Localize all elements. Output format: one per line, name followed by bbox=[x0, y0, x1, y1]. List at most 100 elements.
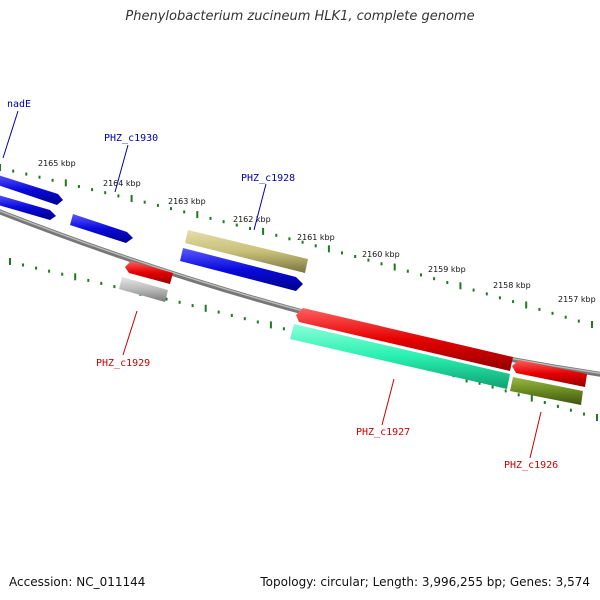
gene-PHZ_c1926-olive[interactable] bbox=[510, 377, 583, 405]
label-PHZ_c1926[interactable]: PHZ_c1926 bbox=[504, 460, 558, 471]
inner-tick-20 bbox=[269, 321, 272, 329]
gene-labels: nadE PHZ_c1930 PHZ_c1928 PHZ_c1929 PHZ_c… bbox=[7, 99, 558, 471]
tick-label-2159: 2159 kbp bbox=[428, 265, 466, 274]
outer-tick-32 bbox=[420, 273, 422, 277]
inner-tick-42 bbox=[556, 404, 559, 408]
inner-tick-36 bbox=[478, 381, 481, 385]
outer-tick-39 bbox=[512, 300, 515, 304]
inner-tick-3 bbox=[48, 269, 51, 273]
outer-tick-5 bbox=[64, 179, 67, 187]
map-title: Phenylobacterium zucineum HLK1, complete… bbox=[125, 9, 475, 24]
inner-tick-38 bbox=[504, 389, 507, 393]
inner-tick-1 bbox=[22, 263, 24, 267]
leader-PHZ_c1927 bbox=[381, 378, 395, 426]
gene-PHZ_c1927-mint[interactable] bbox=[290, 324, 510, 389]
inner-tick-4 bbox=[61, 272, 64, 276]
gene-PHZ_c1926[interactable] bbox=[512, 360, 587, 387]
outer-tick-43 bbox=[564, 315, 567, 319]
inner-tick-45 bbox=[596, 414, 598, 421]
tick-label-2161: 2161 kbp bbox=[297, 233, 335, 242]
outer-tick-37 bbox=[485, 292, 488, 296]
outer-tick-36 bbox=[472, 288, 475, 292]
outer-tick-26 bbox=[341, 251, 343, 255]
label-nadE[interactable]: nadE bbox=[7, 99, 31, 110]
tick-label-2157: 2157 kbp bbox=[558, 295, 596, 304]
outer-tick-18 bbox=[235, 223, 238, 227]
inner-tick-15 bbox=[204, 304, 207, 312]
outer-tick-38 bbox=[498, 296, 501, 300]
outer-tick-33 bbox=[433, 277, 436, 281]
tick-label-2164: 2164 kbp bbox=[103, 179, 141, 188]
leader-PHZ_c1928 bbox=[253, 183, 267, 231]
leader-PHZ_c1926 bbox=[529, 411, 542, 459]
inner-tick-21 bbox=[282, 327, 285, 331]
leader-PHZ_c1930 bbox=[114, 144, 129, 193]
label-leaders bbox=[2, 110, 542, 459]
outer-tick-30 bbox=[393, 263, 396, 271]
outer-tick-22 bbox=[288, 237, 291, 241]
reverse-genes bbox=[119, 261, 587, 405]
outer-tick-29 bbox=[380, 262, 383, 266]
gene-PHZ_c1928[interactable] bbox=[185, 230, 308, 273]
outer-tick-35 bbox=[459, 282, 462, 290]
outer-tick-21 bbox=[275, 233, 278, 237]
label-PHZ_c1929[interactable]: PHZ_c1929 bbox=[96, 358, 150, 369]
inner-tick-6 bbox=[87, 278, 90, 282]
leader-nadE bbox=[2, 110, 19, 159]
outer-tick-track bbox=[0, 164, 593, 328]
outer-tick-44 bbox=[577, 319, 580, 323]
tick-label-2162: 2162 kbp bbox=[233, 215, 271, 224]
inner-tick-44 bbox=[583, 412, 585, 416]
outer-tick-3 bbox=[38, 175, 41, 179]
outer-tick-19 bbox=[249, 227, 251, 230]
inner-tick-8 bbox=[113, 285, 116, 289]
tick-label-2158: 2158 kbp bbox=[493, 281, 531, 290]
inner-tick-0 bbox=[9, 258, 11, 265]
gene-PHZ_c1929[interactable] bbox=[125, 261, 173, 284]
outer-tick-4 bbox=[51, 178, 54, 182]
outer-tick-0 bbox=[0, 164, 1, 171]
inner-tick-7 bbox=[100, 281, 103, 285]
accession-text: Accession: NC_011144 bbox=[9, 575, 146, 589]
outer-tick-11 bbox=[143, 200, 146, 204]
outer-tick-27 bbox=[354, 255, 357, 258]
inner-tick-2 bbox=[35, 266, 38, 270]
leader-PHZ_c1929 bbox=[122, 310, 138, 356]
outer-tick-31 bbox=[406, 269, 409, 273]
outer-tick-16 bbox=[209, 216, 212, 220]
genome-backbone-highlight bbox=[0, 210, 600, 374]
label-PHZ_c1928[interactable]: PHZ_c1928 bbox=[241, 173, 295, 184]
outer-tick-10 bbox=[130, 195, 133, 202]
label-PHZ_c1927[interactable]: PHZ_c1927 bbox=[356, 427, 410, 438]
gene-nadE[interactable] bbox=[0, 174, 63, 205]
tick-labels: 2165 kbp 2164 kbp 2163 kbp 2162 kbp 2161… bbox=[38, 159, 596, 304]
gene-nadE-lower[interactable] bbox=[0, 194, 56, 220]
outer-tick-24 bbox=[314, 244, 317, 248]
outer-tick-40 bbox=[525, 301, 528, 309]
outer-tick-20 bbox=[262, 227, 265, 235]
inner-tick-18 bbox=[243, 317, 246, 321]
outer-tick-25 bbox=[327, 245, 330, 253]
gene-PHZ_c1927[interactable] bbox=[296, 308, 513, 371]
outer-tick-42 bbox=[551, 311, 554, 315]
gene-PHZ_c1929-gray[interactable] bbox=[119, 277, 168, 302]
outer-tick-9 bbox=[117, 194, 120, 198]
gene-PHZ_c1928-partner[interactable] bbox=[180, 248, 303, 291]
inner-tick-40 bbox=[530, 394, 533, 402]
outer-tick-2 bbox=[25, 172, 28, 176]
inner-tick-5 bbox=[74, 273, 77, 281]
outer-tick-8 bbox=[104, 191, 107, 195]
inner-tick-41 bbox=[543, 401, 546, 404]
outer-tick-6 bbox=[77, 185, 80, 188]
outer-tick-14 bbox=[183, 210, 186, 214]
tick-label-2163: 2163 kbp bbox=[168, 197, 206, 206]
label-PHZ_c1930[interactable]: PHZ_c1930 bbox=[104, 133, 158, 144]
inner-tick-13 bbox=[178, 300, 181, 304]
forward-genes bbox=[0, 174, 308, 291]
outer-tick-23 bbox=[301, 240, 304, 244]
outer-tick-1 bbox=[12, 169, 15, 173]
inner-tick-37 bbox=[491, 385, 494, 389]
gene-PHZ_c1930[interactable] bbox=[70, 214, 133, 243]
inner-tick-19 bbox=[256, 320, 259, 324]
